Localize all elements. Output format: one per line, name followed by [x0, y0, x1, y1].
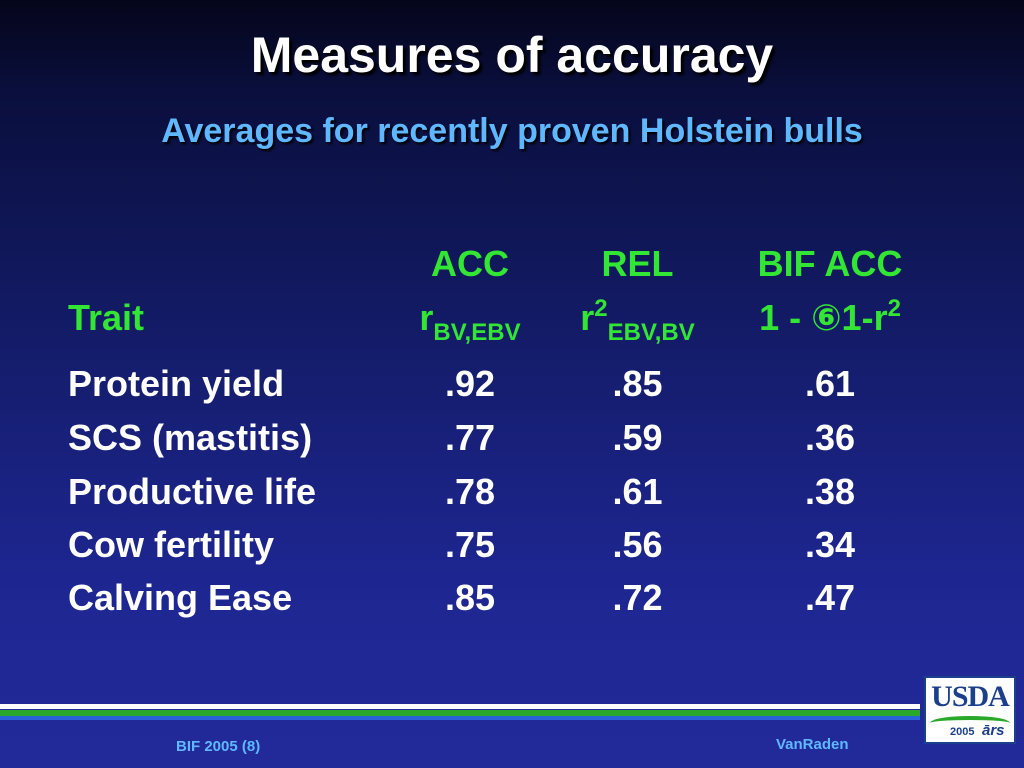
usda-logo: USDA 2005 ārs [924, 676, 1016, 744]
row-acc: .75 [444, 524, 496, 565]
header-rel-formula: r2EBV,BV [555, 295, 720, 345]
usda-logo-wave-icon [930, 716, 1010, 730]
footer-divider-blue [0, 716, 920, 720]
rel-formula-sub: EBV,BV [607, 319, 695, 346]
header-rel: REL [601, 243, 674, 284]
bif-formula-base: 1 - ⑥1-r [759, 297, 888, 338]
usda-logo-year: 2005 [950, 726, 975, 738]
row-trait: Cow fertility [68, 524, 275, 565]
row-bif: .34 [804, 524, 856, 565]
slide-title: Measures of accuracy [250, 27, 774, 83]
row-rel: .56 [612, 524, 663, 565]
row-rel: .59 [612, 417, 663, 458]
row-rel: .72 [612, 577, 663, 618]
slide-subtitle: Averages for recently proven Holstein bu… [161, 112, 863, 150]
ars-logo-mark: ārs [982, 722, 1005, 739]
footer-slide-label: BIF 2005 (8) [176, 738, 261, 755]
header-acc: ACC [431, 243, 509, 284]
header-bif-acc: BIF ACC [757, 243, 903, 284]
row-trait: Calving Ease [68, 577, 293, 618]
row-acc: .77 [444, 417, 496, 458]
row-rel: .85 [612, 363, 663, 404]
row-bif: .61 [804, 363, 856, 404]
footer-author: VanRaden [776, 736, 849, 753]
bif-formula-sup: 2 [887, 295, 901, 322]
row-trait: Productive life [68, 471, 317, 512]
row-bif: .38 [804, 471, 856, 512]
rel-formula-sup: 2 [594, 295, 608, 322]
row-acc: .92 [444, 363, 496, 404]
row-trait: Protein yield [68, 363, 285, 404]
header-acc-formula: rBV,EBV [395, 296, 545, 345]
row-bif: .36 [804, 417, 856, 458]
acc-formula-sub: BV,EBV [433, 319, 521, 346]
footer-divider-white [0, 704, 920, 709]
rel-formula-base: r [580, 297, 595, 338]
usda-logo-text: USDA [931, 680, 1010, 713]
header-bif-formula: 1 - ⑥1-r2 [725, 296, 935, 340]
row-trait: SCS (mastitis) [68, 417, 313, 458]
row-acc: .78 [444, 471, 496, 512]
footer-divider-green [0, 710, 920, 716]
row-acc: .85 [444, 577, 496, 618]
row-bif: .47 [804, 577, 856, 618]
row-rel: .61 [612, 471, 663, 512]
acc-formula-base: r [419, 297, 434, 338]
header-trait: Trait [68, 297, 145, 338]
